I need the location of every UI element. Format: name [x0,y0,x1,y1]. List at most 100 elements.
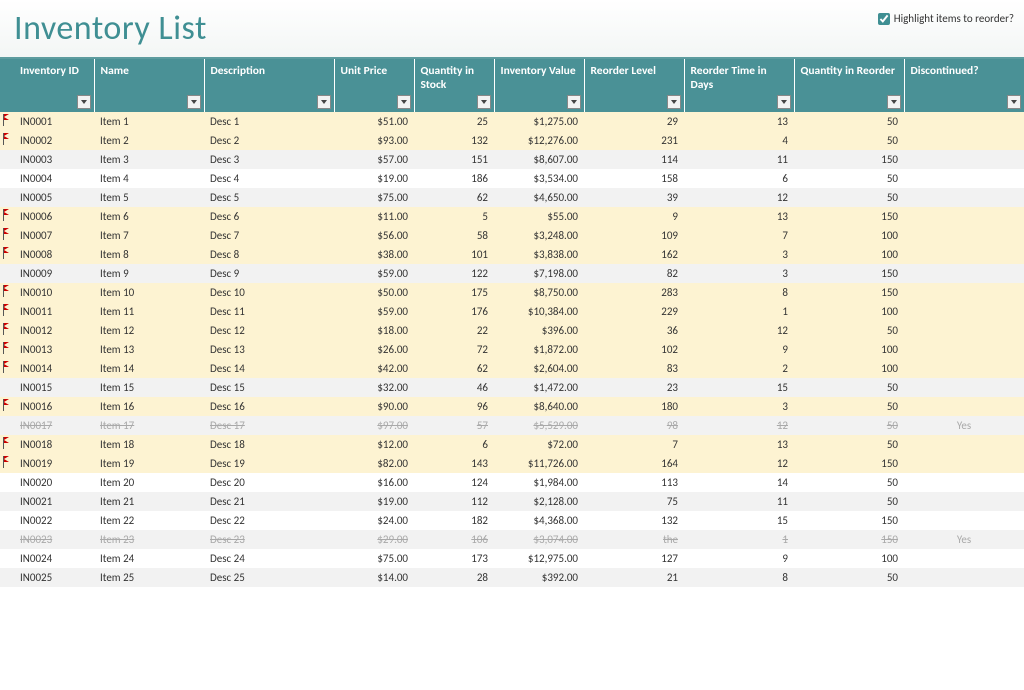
flag-icon [2,304,12,316]
cell-desc: Desc 16 [204,397,334,416]
table-row[interactable]: IN0001Item 1Desc 1$51.0025$1,275.0029135… [0,112,1024,131]
filter-icon[interactable] [317,95,331,109]
cell-name: Item 4 [94,169,204,188]
cell-price: $51.00 [334,112,414,131]
table-row[interactable]: IN0010Item 10Desc 10$50.00175$8,750.0028… [0,283,1024,302]
cell-desc: Desc 17 [204,416,334,435]
cell-price: $26.00 [334,340,414,359]
table-row[interactable]: IN0025Item 25Desc 25$14.0028$392.0021850 [0,568,1024,587]
table-row[interactable]: IN0016Item 16Desc 16$90.0096$8,640.00180… [0,397,1024,416]
flag-cell [0,473,14,492]
cell-days: 12 [684,416,794,435]
cell-value: $3,074.00 [494,530,584,549]
col-header-reorder[interactable]: Reorder Level [584,59,684,112]
filter-icon[interactable] [1007,95,1021,109]
filter-icon[interactable] [397,95,411,109]
cell-reorder: 158 [584,169,684,188]
col-header-name[interactable]: Name [94,59,204,112]
highlight-checkbox[interactable] [878,13,890,25]
cell-id: IN0003 [14,150,94,169]
table-row[interactable]: IN0012Item 12Desc 12$18.0022$396.0036125… [0,321,1024,340]
cell-id: IN0019 [14,454,94,473]
table-row[interactable]: IN0017Item 17Desc 17$97.0057$5,529.00981… [0,416,1024,435]
flag-cell [0,568,14,587]
cell-price: $18.00 [334,321,414,340]
cell-disc [904,226,1024,245]
filter-icon[interactable] [667,95,681,109]
cell-reorder: 23 [584,378,684,397]
cell-reorder: 162 [584,245,684,264]
filter-icon[interactable] [187,95,201,109]
table-row[interactable]: IN0006Item 6Desc 6$11.005$55.00913150 [0,207,1024,226]
filter-icon[interactable] [567,95,581,109]
table-row[interactable]: IN0008Item 8Desc 8$38.00101$3,838.001623… [0,245,1024,264]
table-row[interactable]: IN0014Item 14Desc 14$42.0062$2,604.00832… [0,359,1024,378]
cell-name: Item 1 [94,112,204,131]
cell-qreorder: 50 [794,321,904,340]
table-row[interactable]: IN0015Item 15Desc 15$32.0046$1,472.00231… [0,378,1024,397]
cell-name: Item 23 [94,530,204,549]
cell-value: $12,276.00 [494,131,584,150]
cell-id: IN0004 [14,169,94,188]
col-header-desc[interactable]: Description [204,59,334,112]
filter-icon[interactable] [777,95,791,109]
col-header-id[interactable]: Inventory ID [14,59,94,112]
flag-cell [0,435,14,454]
cell-desc: Desc 5 [204,188,334,207]
cell-desc: Desc 2 [204,131,334,150]
cell-name: Item 16 [94,397,204,416]
cell-name: Item 18 [94,435,204,454]
table-row[interactable]: IN0009Item 9Desc 9$59.00122$7,198.008231… [0,264,1024,283]
col-header-qreorder[interactable]: Quantity in Reorder [794,59,904,112]
table-row[interactable]: IN0023Item 23Desc 23$29.00106$3,074.00th… [0,530,1024,549]
cell-days: 11 [684,492,794,511]
flag-icon [2,285,12,297]
cell-days: 9 [684,340,794,359]
col-header-disc[interactable]: Discontinued? [904,59,1024,112]
cell-days: 1 [684,302,794,321]
cell-desc: Desc 13 [204,340,334,359]
cell-disc [904,188,1024,207]
table-row[interactable]: IN0018Item 18Desc 18$12.006$72.0071350 [0,435,1024,454]
cell-desc: Desc 20 [204,473,334,492]
cell-reorder: 21 [584,568,684,587]
table-row[interactable]: IN0007Item 7Desc 7$56.0058$3,248.0010971… [0,226,1024,245]
table-row[interactable]: IN0022Item 22Desc 22$24.00182$4,368.0013… [0,511,1024,530]
filter-icon[interactable] [887,95,901,109]
filter-icon[interactable] [77,95,91,109]
table-row[interactable]: IN0002Item 2Desc 2$93.00132$12,276.00231… [0,131,1024,150]
cell-qty: 173 [414,549,494,568]
cell-price: $93.00 [334,131,414,150]
table-row[interactable]: IN0004Item 4Desc 4$19.00186$3,534.001586… [0,169,1024,188]
highlight-toggle[interactable]: Highlight items to reorder? [878,8,1014,25]
cell-days: 7 [684,226,794,245]
col-header-price[interactable]: Unit Price [334,59,414,112]
table-row[interactable]: IN0024Item 24Desc 24$75.00173$12,975.001… [0,549,1024,568]
table-row[interactable]: IN0021Item 21Desc 21$19.00112$2,128.0075… [0,492,1024,511]
cell-qty: 175 [414,283,494,302]
cell-desc: Desc 8 [204,245,334,264]
col-header-flag[interactable] [0,59,14,112]
cell-qty: 101 [414,245,494,264]
col-header-qty[interactable]: Quantity in Stock [414,59,494,112]
cell-qreorder: 100 [794,549,904,568]
filter-icon[interactable] [477,95,491,109]
cell-qreorder: 50 [794,435,904,454]
flag-icon [2,209,12,221]
table-row[interactable]: IN0019Item 19Desc 19$82.00143$11,726.001… [0,454,1024,473]
cell-price: $75.00 [334,188,414,207]
cell-desc: Desc 9 [204,264,334,283]
table-row[interactable]: IN0005Item 5Desc 5$75.0062$4,650.0039125… [0,188,1024,207]
table-row[interactable]: IN0013Item 13Desc 13$26.0072$1,872.00102… [0,340,1024,359]
cell-disc [904,245,1024,264]
cell-reorder: 132 [584,511,684,530]
table-row[interactable]: IN0003Item 3Desc 3$57.00151$8,607.001141… [0,150,1024,169]
table-row[interactable]: IN0020Item 20Desc 20$16.00124$1,984.0011… [0,473,1024,492]
col-header-value[interactable]: Inventory Value [494,59,584,112]
table-row[interactable]: IN0011Item 11Desc 11$59.00176$10,384.002… [0,302,1024,321]
col-header-days[interactable]: Reorder Time in Days [684,59,794,112]
cell-price: $29.00 [334,530,414,549]
cell-price: $11.00 [334,207,414,226]
cell-price: $56.00 [334,226,414,245]
cell-qreorder: 150 [794,454,904,473]
